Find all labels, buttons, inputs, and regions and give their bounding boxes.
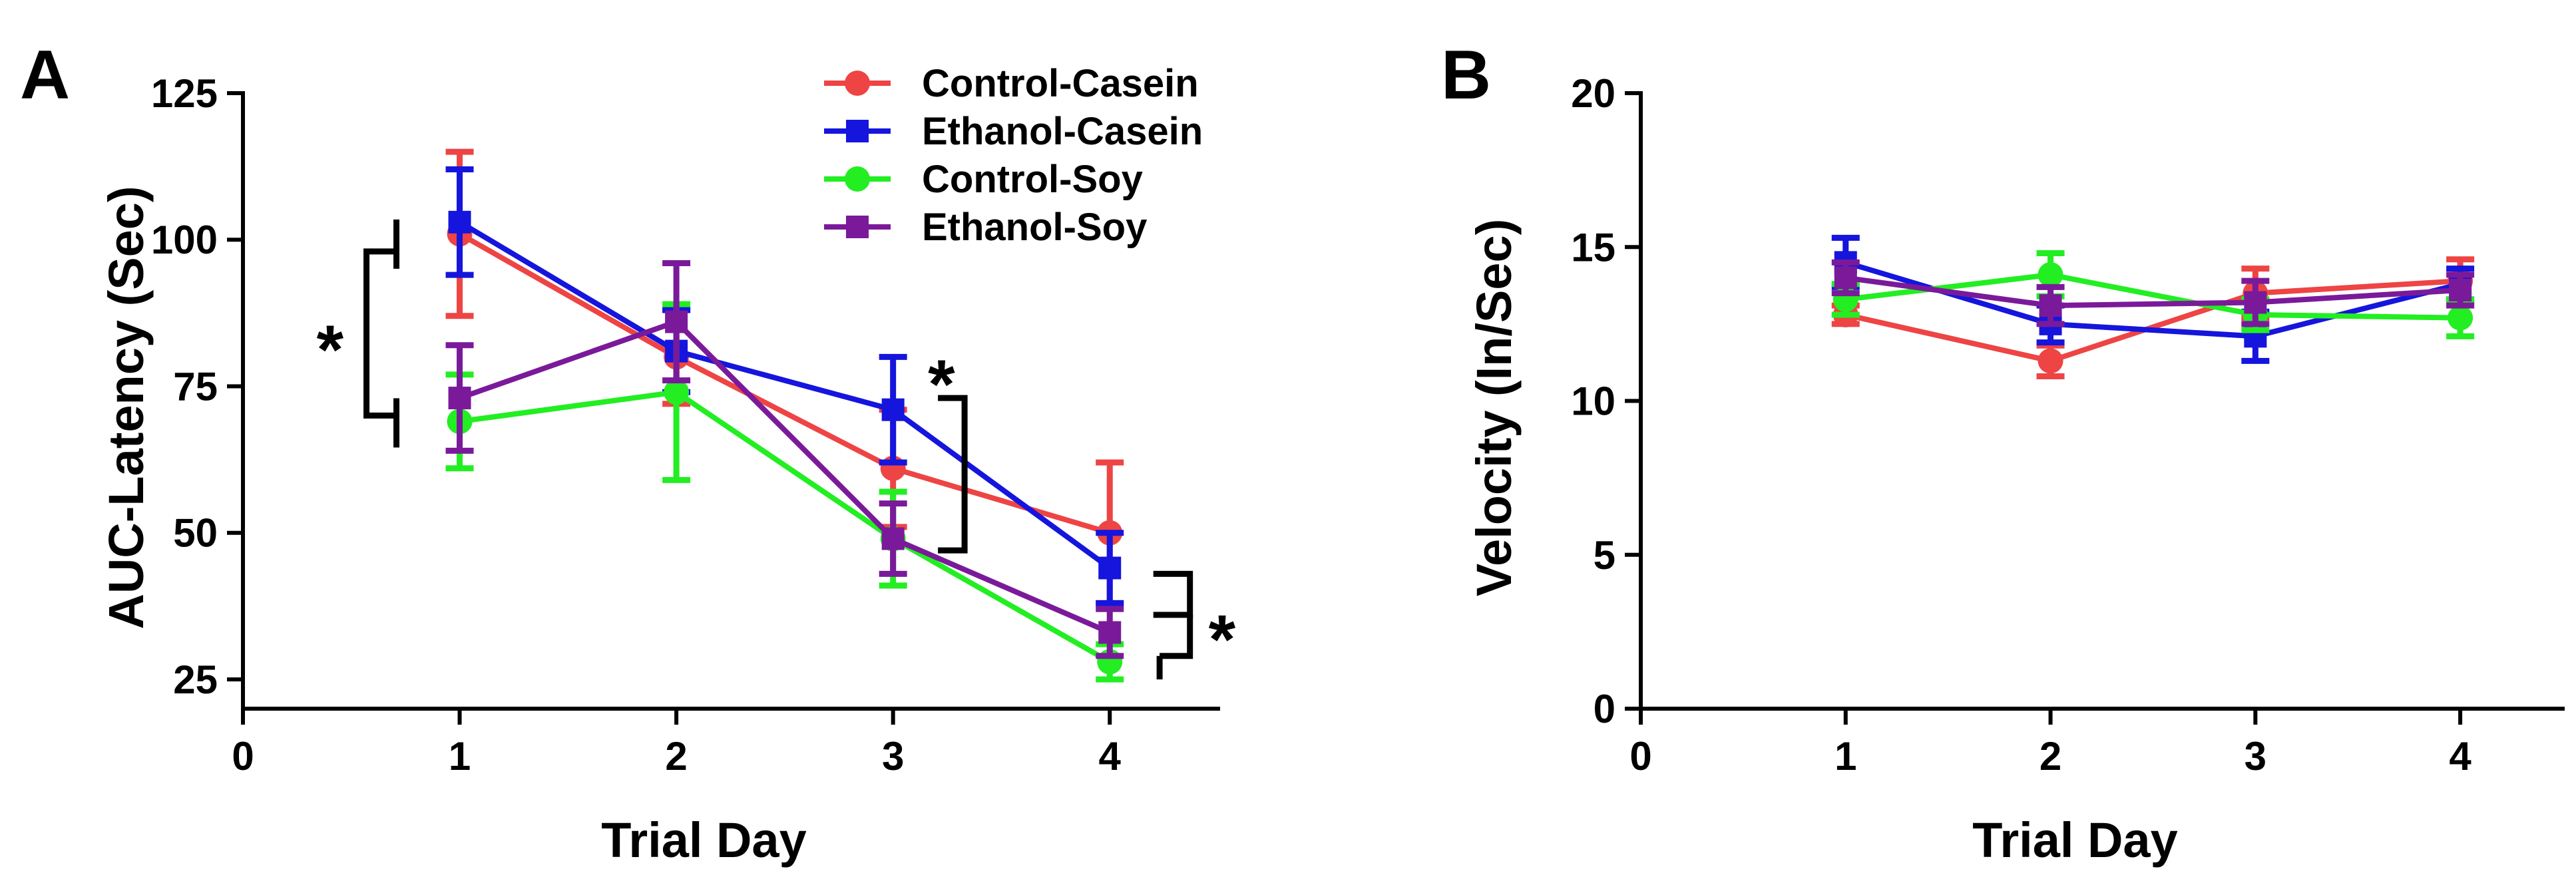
significance-bracket bbox=[1153, 570, 1193, 618]
panel-b-chart: B 0 5 10 15 20 0 1 2 3 4 Trial Day Velocity (In/Sec) bbox=[1441, 37, 2565, 868]
significance-bracket bbox=[363, 248, 397, 419]
data-point bbox=[1098, 621, 1122, 644]
y-tick-label: 125 bbox=[151, 71, 218, 116]
x-axis-title: Trial Day bbox=[601, 812, 807, 868]
y-tick-label: 100 bbox=[151, 218, 218, 262]
data-point bbox=[665, 310, 688, 333]
x-axis-title: Trial Day bbox=[1972, 812, 2178, 868]
significance-star: * bbox=[1209, 602, 1236, 679]
x-tick-label: 2 bbox=[2039, 734, 2061, 779]
data-point bbox=[448, 387, 471, 410]
panel-label: B bbox=[1441, 37, 1491, 114]
legend-label: Ethanol-Soy bbox=[922, 206, 1147, 249]
y-tick-label: 25 bbox=[173, 657, 218, 702]
panel-label: A bbox=[20, 37, 70, 114]
legend-label: Control-Casein bbox=[922, 62, 1199, 105]
x-tick-label: 0 bbox=[232, 734, 254, 779]
legend: Control-Casein Ethanol-Casein Control-Soy E… bbox=[824, 62, 1203, 249]
x-tick-label: 4 bbox=[1099, 734, 1122, 779]
legend-marker bbox=[845, 166, 870, 192]
x-tick-label: 0 bbox=[1629, 734, 1651, 779]
data-point bbox=[1098, 556, 1122, 580]
panel-a-chart: A 25 50 75 100 125 0 1 2 3 4 Trial Day AUC-Latency (… bbox=[20, 37, 1220, 868]
legend-marker bbox=[845, 71, 870, 96]
legend-marker bbox=[846, 216, 869, 238]
x-tick-label: 3 bbox=[2245, 734, 2266, 779]
x-tick-label: 4 bbox=[2449, 734, 2471, 779]
y-axis-title: Velocity (In/Sec) bbox=[1466, 219, 1522, 597]
data-point bbox=[2448, 305, 2473, 331]
y-tick-label: 15 bbox=[1571, 225, 1615, 269]
series-line bbox=[459, 319, 1111, 635]
data-point bbox=[2039, 294, 2062, 317]
x-tick-label: 1 bbox=[449, 734, 471, 779]
y-tick-label: 10 bbox=[1571, 379, 1615, 424]
y-tick-label: 75 bbox=[173, 364, 218, 409]
series-line bbox=[458, 231, 1111, 536]
series-line bbox=[459, 389, 1112, 665]
legend-label: Ethanol-Casein bbox=[922, 110, 1203, 153]
series-line bbox=[1844, 278, 2461, 364]
y-tick-label: 20 bbox=[1571, 71, 1615, 116]
data-point bbox=[664, 379, 690, 405]
legend-label: Control-Soy bbox=[922, 158, 1143, 201]
x-tick-label: 2 bbox=[665, 734, 687, 779]
data-point bbox=[2038, 262, 2063, 287]
data-point bbox=[881, 527, 905, 550]
x-tick-label: 1 bbox=[1834, 734, 1856, 779]
significance-star: * bbox=[317, 311, 344, 389]
data-point bbox=[881, 398, 905, 421]
legend-marker bbox=[846, 120, 869, 142]
x-tick-label: 3 bbox=[882, 734, 904, 779]
data-point bbox=[448, 210, 471, 234]
y-tick-label: 50 bbox=[173, 511, 218, 556]
data-point bbox=[2449, 279, 2472, 301]
significance-star: * bbox=[928, 346, 955, 423]
series-line bbox=[1845, 275, 2461, 309]
y-tick-label: 5 bbox=[1594, 533, 1615, 578]
data-point bbox=[2038, 348, 2063, 374]
significance-bracket bbox=[938, 395, 968, 554]
y-axis-title: AUC-Latency (Sec) bbox=[99, 186, 154, 629]
data-point bbox=[2244, 291, 2267, 314]
significance-bracket bbox=[1160, 615, 1193, 659]
y-tick-label: 0 bbox=[1594, 687, 1615, 731]
data-point bbox=[1834, 266, 1857, 289]
significance-annotations: * * * bbox=[317, 219, 1236, 679]
series-line bbox=[1845, 271, 2461, 321]
series-line bbox=[458, 220, 1112, 570]
